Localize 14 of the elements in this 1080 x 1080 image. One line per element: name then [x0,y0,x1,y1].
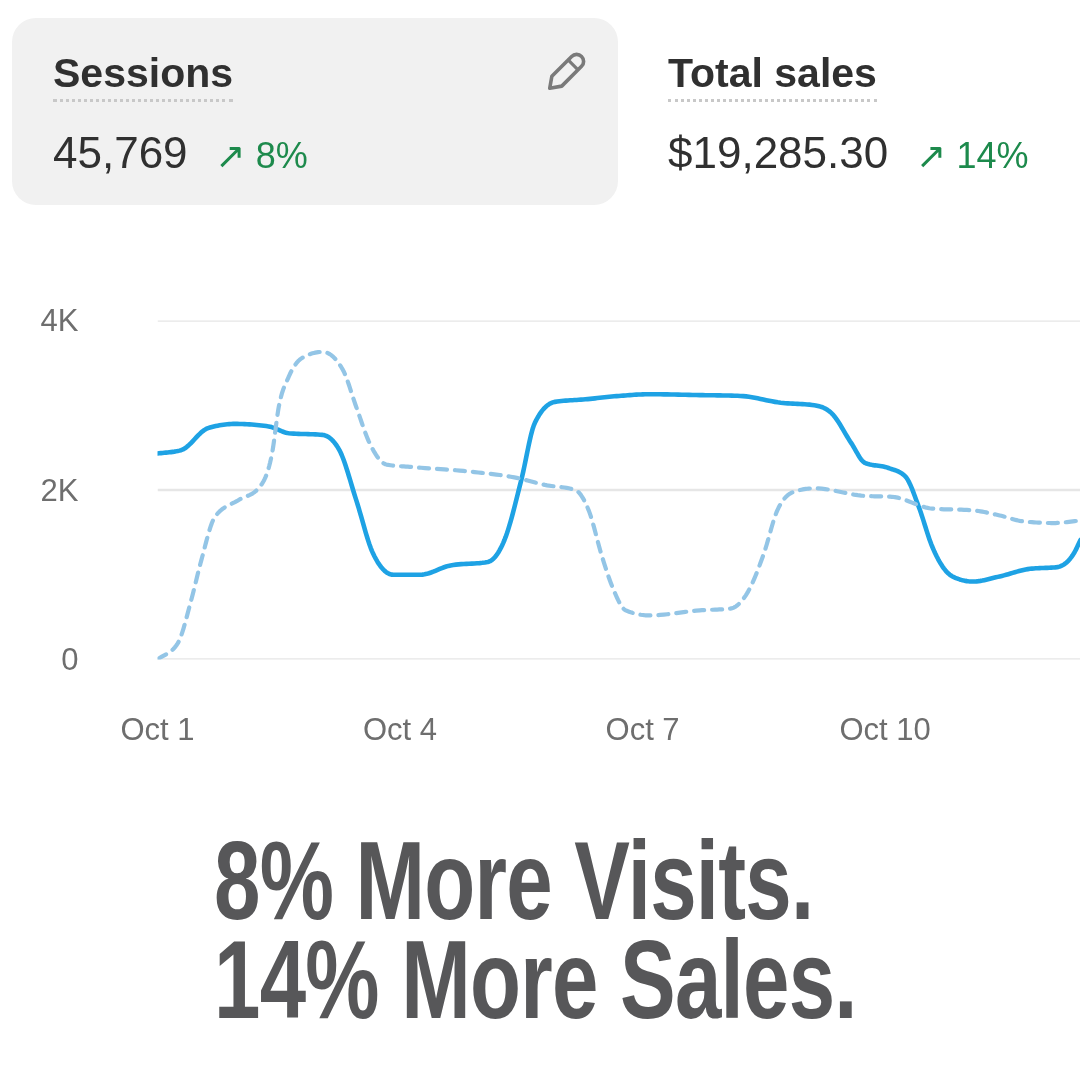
text: ↗ 8% [215,135,308,176]
text: Total sales [668,50,877,102]
y-tick-label: 4K [40,303,79,338]
x-tick-label: Oct 10 [839,711,931,747]
text: 8% More Visits. 14% More Sales. [214,818,857,1042]
text: $19,285.30 [668,128,889,177]
y-tick-label: 0 [61,642,79,677]
y-tick-label: 2K [40,472,79,508]
x-tick-label: Oct 1 [120,711,195,747]
text: Sessions [53,50,234,102]
x-tick-label: Oct 4 [363,711,438,747]
text: 45,769 [53,128,188,177]
x-tick-label: Oct 7 [605,711,680,747]
text: ↗ 14% [916,135,1029,176]
